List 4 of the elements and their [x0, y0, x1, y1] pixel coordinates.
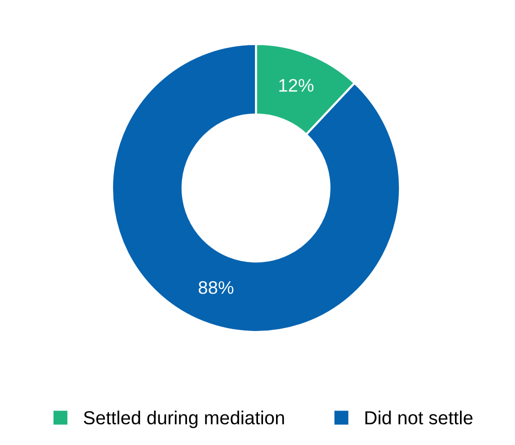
- data-label: 12%: [279, 78, 314, 92]
- legend-label: Settled during mediation: [84, 410, 284, 428]
- data-label: 88%: [198, 281, 234, 294]
- legend-label: Did not settle: [365, 410, 472, 424]
